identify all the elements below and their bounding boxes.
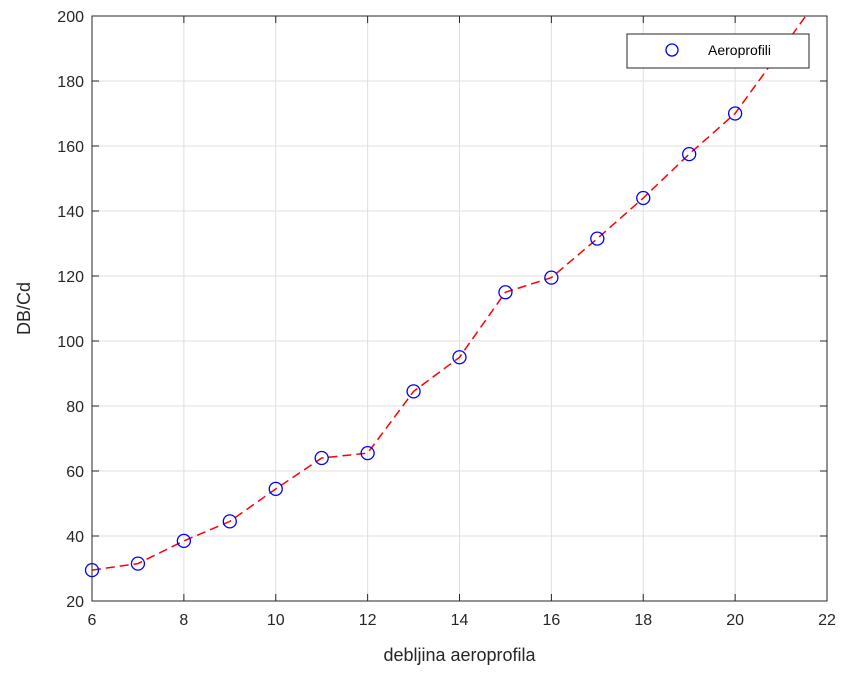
data-point: [452, 350, 467, 365]
data-point: [222, 514, 237, 529]
data-point: [544, 270, 559, 285]
x-tick-label: 14: [451, 612, 469, 629]
data-point: [406, 384, 421, 399]
y-tick-label: 40: [66, 529, 84, 546]
y-tick-label: 200: [57, 9, 84, 26]
x-tick-label: 12: [359, 612, 377, 629]
y-tick-label: 80: [66, 399, 84, 416]
x-tick-label: 16: [542, 612, 560, 629]
data-point: [682, 146, 697, 162]
fit-line: [92, 16, 807, 571]
series-lines: [92, 16, 807, 571]
y-tick-label: 160: [57, 139, 84, 156]
x-tick-label: 6: [88, 612, 97, 629]
data-point: [176, 533, 192, 549]
series-points: [84, 106, 743, 578]
legend-box: [626, 33, 810, 69]
x-tick-labels: 6 8 10 12 14 16 18 20 22: [88, 612, 836, 629]
y-tick-label: 140: [57, 204, 84, 221]
data-point: [636, 190, 651, 206]
data-point: [268, 481, 283, 497]
y-tick-labels: 20 40 60 80 100 120 140 160 180 200: [57, 9, 84, 611]
data-point: [590, 231, 605, 246]
data-point: [314, 450, 329, 466]
data-point: [727, 106, 743, 121]
y-tick-label: 100: [57, 334, 84, 351]
x-tick-label: 10: [267, 612, 285, 629]
legend: Aeroprofili: [626, 33, 810, 69]
x-tick-label: 20: [726, 612, 744, 629]
y-tick-label: 20: [66, 594, 84, 611]
x-axis-label: debljina aeroprofila: [383, 645, 536, 665]
y-tick-label: 120: [57, 269, 84, 286]
y-tick-label: 60: [66, 464, 84, 481]
legend-marker: [665, 43, 679, 57]
data-point: [130, 556, 146, 571]
x-tick-label: 18: [634, 612, 652, 629]
data-point: [498, 285, 513, 300]
legend-label: Aeroprofili: [708, 42, 771, 58]
y-axis-label: DB/Cd: [14, 282, 34, 335]
x-tick-label: 22: [818, 612, 836, 629]
x-tick-label: 8: [179, 612, 188, 629]
y-tick-label: 180: [57, 74, 84, 91]
plot-border: [91, 15, 828, 602]
data-point: [360, 445, 375, 461]
